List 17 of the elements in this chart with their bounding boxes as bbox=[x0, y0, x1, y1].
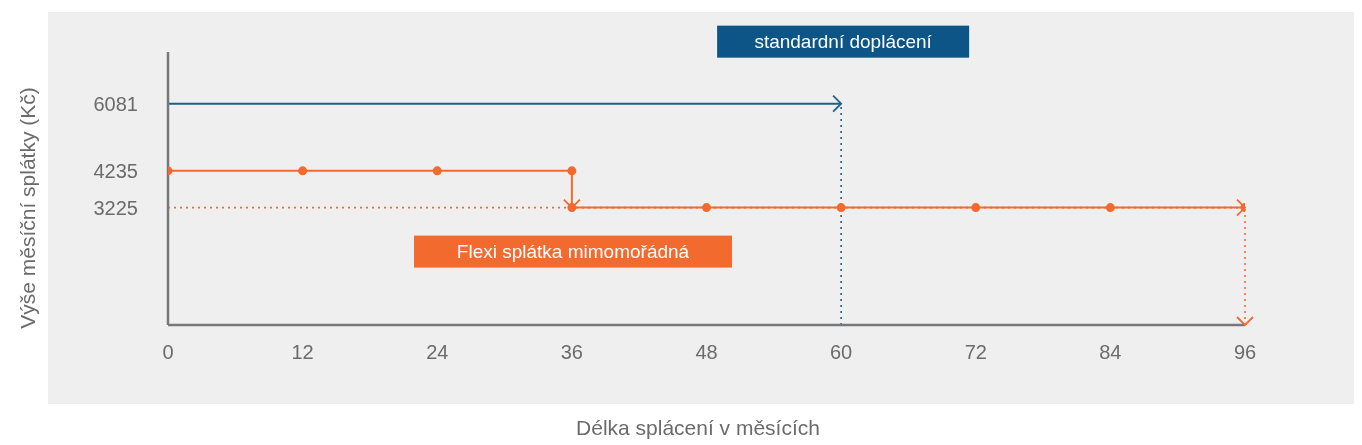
y-tick-label: 4235 bbox=[93, 159, 138, 182]
x-tick-label: 96 bbox=[1233, 341, 1257, 364]
label-box: Flexi splátka mimomořádná bbox=[414, 235, 732, 268]
x-tick-label: 48 bbox=[695, 341, 718, 364]
x-tick-label: 12 bbox=[291, 341, 314, 364]
label-box: standardní doplácení bbox=[717, 25, 970, 58]
x-tick-label: 84 bbox=[1099, 341, 1122, 364]
series-label: Flexi splátka mimomořádná bbox=[456, 240, 690, 262]
x-axis-title: Délka splácení v měsících bbox=[575, 416, 821, 440]
y-axis-title: Výše měsíční splátky (Kč) bbox=[16, 87, 40, 329]
x-tick-label: 60 bbox=[830, 341, 853, 364]
y-tick-label: 6081 bbox=[93, 92, 138, 115]
y-tick-label: 3225 bbox=[93, 196, 138, 219]
x-tick-label: 0 bbox=[162, 341, 174, 364]
x-tick-label: 72 bbox=[964, 341, 987, 364]
x-tick-label: 36 bbox=[560, 341, 583, 364]
x-tick-label: 24 bbox=[426, 341, 449, 364]
